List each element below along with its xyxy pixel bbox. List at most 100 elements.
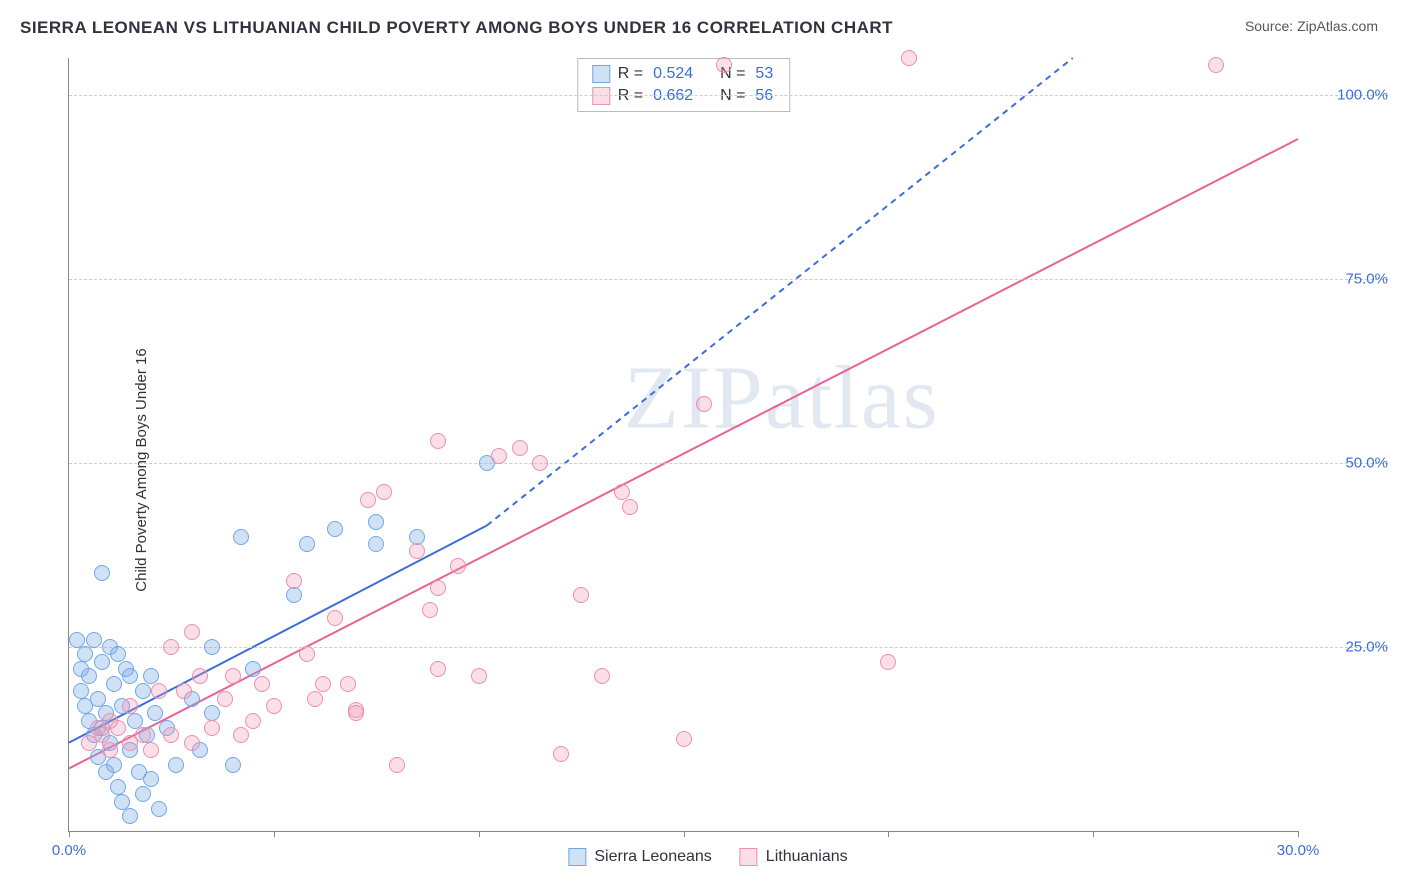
data-point [368,514,384,530]
data-point [376,484,392,500]
data-point [127,713,143,729]
gridline [69,95,1388,96]
series-name: Lithuanians [766,848,848,866]
data-point [245,713,261,729]
data-point [135,786,151,802]
data-point [106,676,122,692]
data-point [491,448,507,464]
data-point [716,57,732,73]
data-point [176,683,192,699]
data-point [192,668,208,684]
data-point [307,691,323,707]
data-point [327,521,343,537]
series-legend-item: Lithuanians [740,848,848,866]
data-point [151,801,167,817]
x-tick [69,831,70,837]
series-name: Sierra Leoneans [594,848,711,866]
data-point [360,492,376,508]
data-point [573,587,589,603]
data-point [225,757,241,773]
data-point [1208,57,1224,73]
data-point [430,580,446,596]
data-point [163,639,179,655]
data-point [614,484,630,500]
data-point [409,529,425,545]
gridline [69,647,1388,648]
data-point [204,705,220,721]
x-tick-label: 0.0% [52,842,86,859]
legend-swatch [592,65,610,83]
data-point [204,720,220,736]
data-point [696,396,712,412]
data-point [622,499,638,515]
data-point [143,742,159,758]
data-point [163,727,179,743]
x-tick-label: 30.0% [1277,842,1320,859]
data-point [135,683,151,699]
gridline [69,279,1388,280]
data-point [77,646,93,662]
legend-r-value: 0.524 [653,65,693,83]
x-tick [274,831,275,837]
source-label: Source: [1245,18,1297,34]
y-tick-label: 75.0% [1308,270,1388,287]
data-point [135,727,151,743]
legend-r-label: R = [618,65,643,83]
series-legend: Sierra Leoneans Lithuanians [568,848,847,866]
series-legend-item: Sierra Leoneans [568,848,711,866]
data-point [266,698,282,714]
y-tick-label: 100.0% [1308,86,1388,103]
x-tick [684,831,685,837]
data-point [122,698,138,714]
gridline [69,463,1388,464]
legend-n-value: 56 [755,87,773,105]
legend-swatch [740,848,758,866]
data-point [225,668,241,684]
legend-r-label: R = [618,87,643,105]
x-tick [479,831,480,837]
data-point [114,794,130,810]
data-point [286,587,302,603]
source-attribution: Source: ZipAtlas.com [1245,18,1378,34]
legend-n-value: 53 [755,65,773,83]
data-point [880,654,896,670]
source-value: ZipAtlas.com [1297,18,1378,34]
data-point [204,639,220,655]
data-point [90,720,106,736]
data-point [901,50,917,66]
data-point [450,558,466,574]
data-point [69,632,85,648]
data-point [286,573,302,589]
data-point [184,624,200,640]
data-point [553,746,569,762]
data-point [340,676,356,692]
data-point [233,727,249,743]
data-point [368,536,384,552]
data-point [389,757,405,773]
data-point [245,661,261,677]
data-point [409,543,425,559]
x-tick [888,831,889,837]
data-point [512,440,528,456]
data-point [122,808,138,824]
data-point [594,668,610,684]
legend-n-label: N = [720,87,745,105]
legend-swatch [592,87,610,105]
data-point [102,742,118,758]
data-point [217,691,233,707]
correlation-legend-row: R =0.524 N =53 [578,63,789,85]
data-point [430,433,446,449]
y-tick-label: 50.0% [1308,454,1388,471]
x-tick [1298,831,1299,837]
legend-swatch [568,848,586,866]
data-point [81,668,97,684]
watermark: ZIPatlas [624,347,940,450]
data-point [73,683,89,699]
data-point [327,610,343,626]
data-point [422,602,438,618]
data-point [168,757,184,773]
data-point [151,683,167,699]
y-tick-label: 25.0% [1308,638,1388,655]
data-point [254,676,270,692]
chart-title: SIERRA LEONEAN VS LITHUANIAN CHILD POVER… [20,18,893,38]
